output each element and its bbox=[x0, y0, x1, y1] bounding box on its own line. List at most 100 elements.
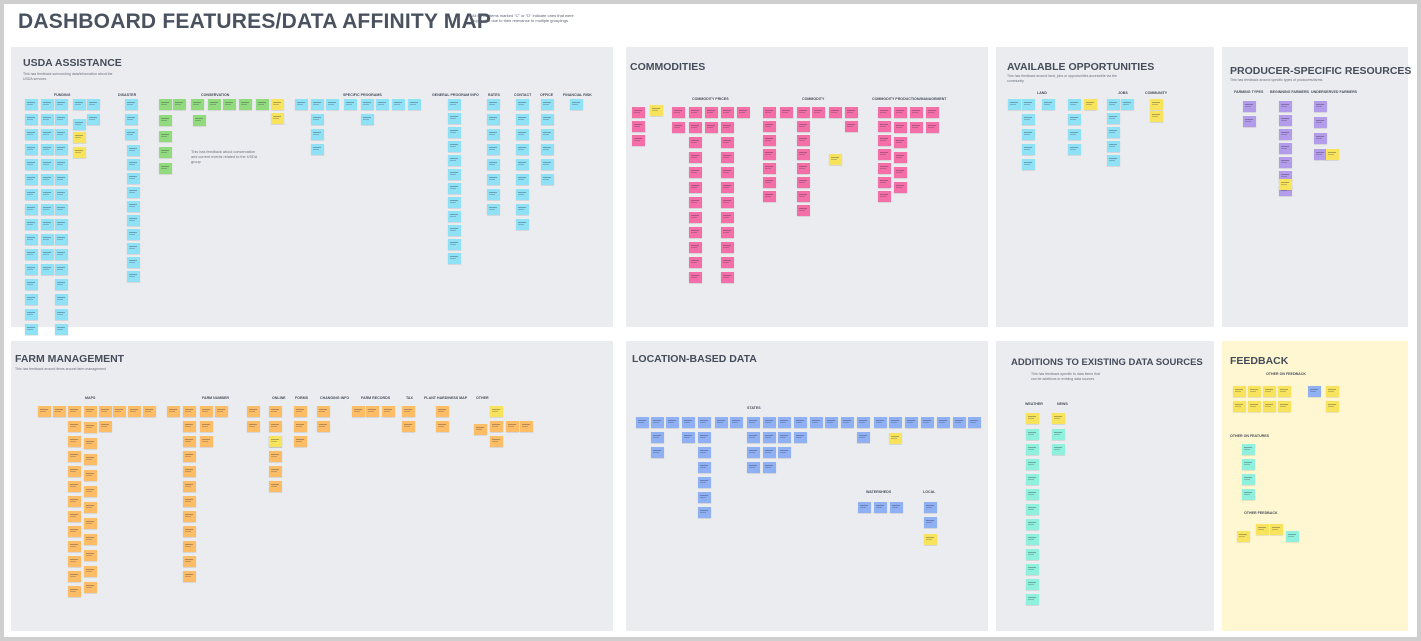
sticky-note[interactable] bbox=[127, 159, 140, 170]
sticky-note[interactable] bbox=[200, 406, 213, 417]
sticky-note[interactable] bbox=[797, 163, 810, 174]
sticky-note[interactable] bbox=[1233, 386, 1246, 397]
sticky-note[interactable] bbox=[294, 436, 307, 447]
sticky-note[interactable] bbox=[25, 279, 38, 290]
sticky-note[interactable] bbox=[183, 526, 196, 537]
sticky-note[interactable] bbox=[1314, 149, 1327, 160]
sticky-note[interactable] bbox=[55, 219, 68, 230]
sticky-note[interactable] bbox=[747, 432, 760, 443]
sticky-note[interactable] bbox=[1008, 99, 1021, 110]
sticky-note[interactable] bbox=[1279, 179, 1292, 190]
sticky-note[interactable] bbox=[516, 99, 529, 110]
sticky-note[interactable] bbox=[73, 147, 86, 158]
sticky-note[interactable] bbox=[159, 147, 172, 158]
sticky-note[interactable] bbox=[794, 417, 807, 428]
sticky-note[interactable] bbox=[376, 99, 389, 110]
sticky-note[interactable] bbox=[921, 417, 934, 428]
sticky-note[interactable] bbox=[84, 454, 97, 465]
sticky-note[interactable] bbox=[570, 99, 583, 110]
affinity-map-board[interactable]: DASHBOARD FEATURES/DATA AFFINITY MAP All… bbox=[4, 4, 1417, 637]
sticky-note[interactable] bbox=[1242, 489, 1255, 500]
sticky-note[interactable] bbox=[763, 135, 776, 146]
sticky-note[interactable] bbox=[68, 406, 81, 417]
sticky-note[interactable] bbox=[698, 432, 711, 443]
sticky-note[interactable] bbox=[721, 257, 734, 268]
sticky-note[interactable] bbox=[763, 191, 776, 202]
sticky-note[interactable] bbox=[25, 309, 38, 320]
sticky-note[interactable] bbox=[516, 204, 529, 215]
sticky-note[interactable] bbox=[1243, 116, 1256, 127]
sticky-note[interactable] bbox=[1121, 99, 1134, 110]
sticky-note[interactable] bbox=[41, 204, 54, 215]
sticky-note[interactable] bbox=[41, 264, 54, 275]
sticky-note[interactable] bbox=[829, 154, 842, 165]
sticky-note[interactable] bbox=[84, 406, 97, 417]
sticky-note[interactable] bbox=[780, 107, 793, 118]
sticky-note[interactable] bbox=[924, 517, 937, 528]
sticky-note[interactable] bbox=[25, 99, 38, 110]
sticky-note[interactable] bbox=[698, 417, 711, 428]
sticky-note[interactable] bbox=[84, 502, 97, 513]
sticky-note[interactable] bbox=[1022, 99, 1035, 110]
sticky-note[interactable] bbox=[797, 191, 810, 202]
sticky-note[interactable] bbox=[55, 159, 68, 170]
sticky-note[interactable] bbox=[173, 99, 186, 110]
sticky-note[interactable] bbox=[183, 421, 196, 432]
sticky-note[interactable] bbox=[689, 152, 702, 163]
sticky-note[interactable] bbox=[448, 211, 461, 222]
sticky-note[interactable] bbox=[183, 481, 196, 492]
sticky-note[interactable] bbox=[763, 163, 776, 174]
sticky-note[interactable] bbox=[1279, 101, 1292, 112]
sticky-note[interactable] bbox=[487, 99, 500, 110]
sticky-note[interactable] bbox=[516, 144, 529, 155]
sticky-note[interactable] bbox=[763, 462, 776, 473]
sticky-note[interactable] bbox=[38, 406, 51, 417]
sticky-note[interactable] bbox=[1026, 444, 1039, 455]
sticky-note[interactable] bbox=[448, 183, 461, 194]
sticky-note[interactable] bbox=[1279, 171, 1292, 182]
sticky-note[interactable] bbox=[651, 447, 664, 458]
sticky-note[interactable] bbox=[541, 129, 554, 140]
sticky-note[interactable] bbox=[311, 144, 324, 155]
sticky-note[interactable] bbox=[894, 182, 907, 193]
sticky-note[interactable] bbox=[763, 149, 776, 160]
sticky-note[interactable] bbox=[208, 99, 221, 110]
sticky-note[interactable] bbox=[269, 406, 282, 417]
sticky-note[interactable] bbox=[650, 105, 663, 116]
sticky-note[interactable] bbox=[99, 406, 112, 417]
section-location-based-data[interactable]: LOCATION-BASED DATA STATES WATERSHEDS LO… bbox=[626, 341, 988, 631]
sticky-note[interactable] bbox=[1042, 99, 1055, 110]
sticky-note[interactable] bbox=[968, 417, 981, 428]
sticky-note[interactable] bbox=[878, 191, 891, 202]
sticky-note[interactable] bbox=[352, 406, 365, 417]
sticky-note[interactable] bbox=[1026, 504, 1039, 515]
sticky-note[interactable] bbox=[1243, 101, 1256, 112]
sticky-note[interactable] bbox=[672, 122, 685, 133]
sticky-note[interactable] bbox=[689, 227, 702, 238]
sticky-note[interactable] bbox=[294, 406, 307, 417]
sticky-note[interactable] bbox=[55, 144, 68, 155]
sticky-note[interactable] bbox=[128, 406, 141, 417]
sticky-note[interactable] bbox=[84, 438, 97, 449]
sticky-note[interactable] bbox=[747, 447, 760, 458]
sticky-note[interactable] bbox=[1256, 524, 1269, 535]
sticky-note[interactable] bbox=[311, 99, 324, 110]
sticky-note[interactable] bbox=[894, 122, 907, 133]
sticky-note[interactable] bbox=[84, 534, 97, 545]
sticky-note[interactable] bbox=[127, 201, 140, 212]
sticky-note[interactable] bbox=[841, 417, 854, 428]
sticky-note[interactable] bbox=[127, 145, 140, 156]
sticky-note[interactable] bbox=[698, 492, 711, 503]
sticky-note[interactable] bbox=[541, 144, 554, 155]
sticky-note[interactable] bbox=[1052, 413, 1065, 424]
sticky-note[interactable] bbox=[215, 406, 228, 417]
sticky-note[interactable] bbox=[269, 451, 282, 462]
sticky-note[interactable] bbox=[490, 406, 503, 417]
sticky-note[interactable] bbox=[890, 502, 903, 513]
sticky-note[interactable] bbox=[689, 257, 702, 268]
sticky-note[interactable] bbox=[797, 135, 810, 146]
sticky-note[interactable] bbox=[25, 264, 38, 275]
sticky-note[interactable] bbox=[183, 451, 196, 462]
sticky-note[interactable] bbox=[25, 144, 38, 155]
sticky-note[interactable] bbox=[183, 571, 196, 582]
